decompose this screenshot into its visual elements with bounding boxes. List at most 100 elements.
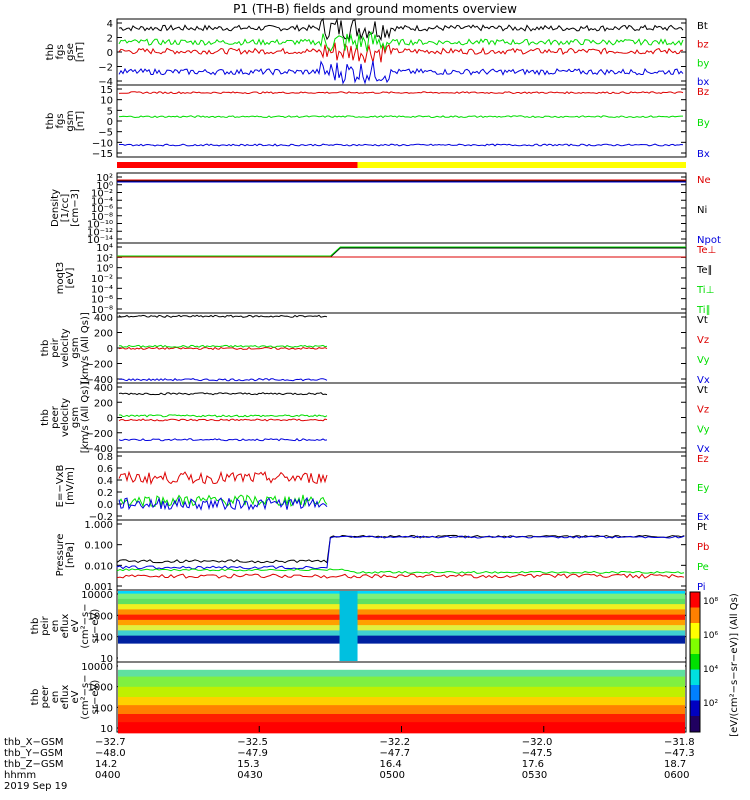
- legend-Vy: Vy: [697, 424, 710, 435]
- ytick-label: 5: [107, 106, 113, 117]
- ylabel-line: [1/cc]: [60, 194, 71, 223]
- series-Vy: [119, 344, 328, 348]
- ylabel-line: fgs: [55, 113, 66, 128]
- legend-Npot: Npot: [697, 235, 721, 246]
- series-Vx: [118, 438, 328, 442]
- series-by: [118, 30, 684, 52]
- xaxis-value: −31.8: [664, 737, 695, 748]
- series-Vy: [119, 414, 328, 418]
- xaxis-value: 0400: [95, 770, 121, 781]
- ytick-label: −10: [92, 138, 113, 149]
- ylabel-line: [cm−3]: [70, 189, 81, 227]
- series-Bz: [118, 91, 684, 95]
- series-bz: [118, 42, 684, 63]
- xaxis-value: −32.5: [237, 737, 268, 748]
- legend-bx: bx: [697, 77, 709, 88]
- ytick-label: 0: [107, 414, 113, 425]
- xaxis-value: 0530: [521, 770, 548, 781]
- legend-Vz: Vz: [697, 335, 709, 346]
- panel-efield: [116, 451, 687, 521]
- ytick-label: 10⁻¹⁰: [87, 220, 113, 231]
- series-Vt: [118, 314, 328, 318]
- ylabel-line: [nPa]: [65, 542, 76, 568]
- ytick-label: 0.4: [97, 476, 113, 487]
- ylabel-line: [nT]: [75, 111, 86, 131]
- cell: [118, 705, 685, 717]
- cell: [339, 591, 358, 661]
- ylabel-line: peir: [40, 615, 51, 635]
- xaxis-value: −47.9: [237, 748, 268, 759]
- xaxis-value: 15.3: [237, 759, 260, 770]
- ylabel-line: [km/s (All Qs)]: [80, 312, 91, 384]
- legend-Te∥: Te∥: [696, 265, 713, 276]
- xaxis-value: −47.3: [664, 748, 695, 759]
- region-bar-yellow: [357, 162, 686, 168]
- ytick-label: 100: [94, 633, 113, 644]
- cell: [118, 714, 685, 726]
- legend-Pi: Pi: [697, 582, 706, 593]
- legend-Vt: Vt: [697, 385, 708, 396]
- xaxis-row-label: thb_X−GSM: [4, 737, 64, 748]
- cell: [118, 697, 685, 709]
- xaxis-value: −32.0: [521, 737, 553, 748]
- cell: [118, 663, 685, 675]
- ytick-label: 10⁻⁴: [91, 284, 113, 295]
- ylabel-line: gsm: [70, 337, 81, 358]
- ylabel-line: velocity: [60, 398, 71, 437]
- series-Bx: [119, 143, 684, 147]
- ytick-label: 2: [107, 34, 113, 45]
- colorbar-tick: 10²: [703, 699, 718, 709]
- ylabel-line: thb: [45, 113, 56, 130]
- ytick-label: 10⁻⁸: [91, 212, 113, 223]
- cell: [118, 635, 685, 644]
- ytick-label: 10⁻²: [91, 274, 113, 285]
- ytick-label: −400: [86, 375, 113, 386]
- ylabel-line: thb: [40, 409, 51, 426]
- xaxis-value: −48.0: [95, 748, 126, 759]
- panel-temp: [116, 242, 687, 314]
- xaxis-labels: thb_X−GSM −32.7 −32.5 −32.2 −32.0 −31.8 thb_Y−…: [4, 737, 695, 792]
- legend-Ey: Ey: [697, 483, 709, 494]
- ylabel-line: moqt3: [55, 262, 66, 295]
- ytick-label: 200: [94, 329, 113, 340]
- ytick-label: 10⁻¹⁴: [87, 235, 113, 246]
- panel-peir_eflux: [116, 589, 687, 663]
- legend-Ex: Ex: [697, 512, 709, 523]
- legend-Ti∥: Ti∥: [696, 305, 711, 316]
- cell: [118, 598, 685, 607]
- ytick-label: 10⁰: [96, 181, 113, 192]
- ylabel-line: sr−eV): [90, 680, 101, 715]
- ytick-label: 0.2: [97, 488, 113, 499]
- colorbar-label: [eV/(cm²−s−sr−eV)] (All Qs): [729, 593, 740, 737]
- ytick-label: 10⁻⁶: [91, 204, 113, 215]
- legend-by: by: [697, 58, 709, 69]
- ylabel-line: velocity: [60, 328, 71, 367]
- ylabel-line: en: [50, 691, 61, 704]
- ylabel-line: E=−VxB: [55, 465, 66, 508]
- series-Vx: [118, 378, 328, 382]
- ylabel-line: sr−eV): [90, 609, 101, 644]
- region-bar-red: [117, 162, 358, 168]
- ylabel-line: [nT]: [75, 42, 86, 62]
- panel-frame: [116, 519, 687, 591]
- series-Vt: [118, 392, 328, 396]
- xaxis-value: −47.5: [521, 748, 553, 759]
- ytick-label: 10000: [81, 662, 113, 673]
- ytick-label: 10²: [96, 253, 113, 264]
- colorbar-cell: [690, 592, 700, 608]
- ylabel-line: (cm²−s−: [80, 674, 91, 719]
- legend-Bx: Bx: [697, 149, 710, 160]
- date-label: 2019 Sep 19: [4, 781, 68, 792]
- legend-Ni: Ni: [697, 205, 707, 216]
- ytick-label: 0.010: [84, 561, 113, 572]
- legend-By: By: [697, 118, 710, 129]
- xaxis-value: 0500: [379, 770, 405, 781]
- ytick-label: 10⁻¹²: [87, 227, 113, 238]
- xaxis-value: 0430: [237, 770, 263, 781]
- legend-bz: bz: [697, 40, 709, 51]
- ytick-label: −2: [98, 63, 113, 74]
- cell: [118, 609, 685, 618]
- colorbar-cell: [690, 638, 700, 655]
- ytick-label: 4: [107, 19, 113, 30]
- ytick-label: 1.000: [84, 520, 113, 531]
